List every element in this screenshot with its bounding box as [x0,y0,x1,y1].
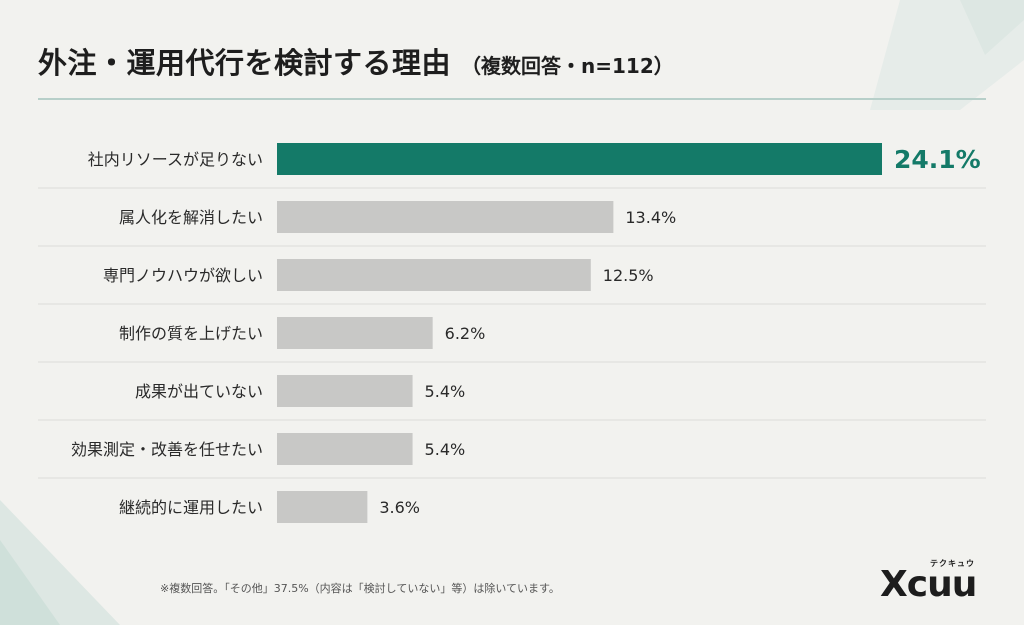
category-label: 継続的に運用したい [119,498,263,517]
bar-chart: 社内リソースが足りない 24.1% 属人化を解消したい 13.4% 専門ノウハウが欲しい… [38,143,986,523]
category-label: 制作の質を上げたい [119,324,263,343]
bar [277,259,591,291]
category-label: 属人化を解消したい [119,208,263,227]
value-label: 13.4% [625,208,676,227]
footnote: ※複数回答。「その他」37.5%（内容は「検討していない」等）は除いています。 [160,582,560,595]
chart-title: 外注・運用代行を検討する理由 （複数回答・n=112） [38,40,674,82]
chart-title-main: 外注・運用代行を検討する理由 [38,46,452,80]
category-label: 専門ノウハウが欲しい [103,266,263,285]
bar-highlighted [277,143,882,175]
bar [277,375,413,407]
logo-text: Xcuu [880,564,977,605]
bar [277,201,614,233]
category-label: 社内リソースが足りない [88,150,263,169]
bar [277,491,368,523]
category-label: 効果測定・改善を任せたい [71,440,263,459]
bar [277,317,433,349]
value-label: 3.6% [379,498,420,517]
title-divider [38,98,986,100]
value-label: 5.4% [425,382,466,401]
value-label: 24.1% [894,145,981,174]
category-label: 成果が出ていない [135,382,263,401]
bar [277,433,413,465]
value-label: 6.2% [445,324,486,343]
value-label: 12.5% [603,266,654,285]
brand-logo: テクキュウ Xcuu [880,558,998,605]
logo-kana: テクキュウ [930,559,975,568]
chart-subtitle: （複数回答・n=112） [461,54,674,78]
value-label: 5.4% [425,440,466,459]
